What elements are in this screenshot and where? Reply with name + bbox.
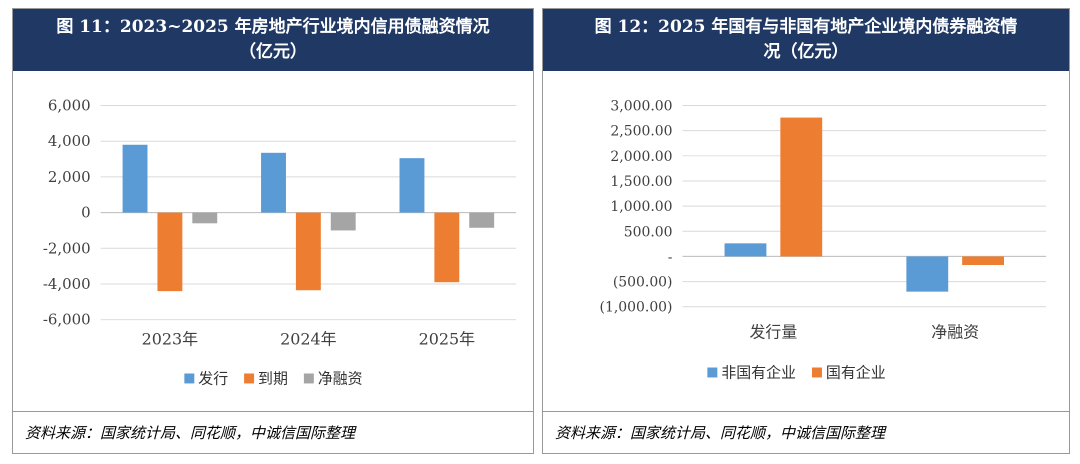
legend-label: 到期	[258, 369, 288, 387]
bar	[261, 152, 286, 213]
legend-label: 发行	[198, 369, 228, 387]
y-tick-label: 6,000	[48, 96, 91, 114]
y-tick-label: -	[668, 249, 673, 265]
y-tick-label: (1,000.00)	[600, 300, 673, 316]
x-category-label: 2024年	[280, 330, 337, 349]
legend-swatch	[303, 373, 314, 384]
y-tick-label: (500.00)	[613, 275, 673, 291]
legend-swatch	[184, 373, 195, 384]
x-category-label: 2023年	[142, 330, 199, 349]
y-tick-label: 4,000	[48, 132, 91, 150]
chart-panel-1: 图 11：2023~2025 年房地产行业境内信用债融资情况 （亿元） 6,00…	[12, 8, 534, 454]
legend-swatch	[811, 367, 822, 378]
chart-2-source: 资料来源：国家统计局、同花顺，中诚信国际整理	[543, 411, 1069, 453]
y-tick-label: 500.00	[624, 224, 673, 240]
bar	[724, 243, 767, 257]
bar	[962, 256, 1004, 265]
legend-label: 国有企业	[826, 363, 886, 381]
y-tick-label: 2,000	[48, 168, 91, 186]
y-tick-label: -2,000	[43, 239, 91, 257]
legend-swatch	[707, 367, 718, 378]
y-tick-label: 2,500.00	[610, 124, 672, 140]
chart-1-source: 资料来源：国家统计局、同花顺，中诚信国际整理	[13, 411, 533, 453]
chart-2-title-line2: 况（亿元）	[763, 42, 849, 62]
y-tick-label: 0	[81, 204, 91, 222]
chart-2-plot: 3,000.00 2,500.00 2,000.00 1,500.00 1,000.00…	[600, 98, 1047, 381]
bar	[330, 212, 356, 231]
chart-panel-2: 图 12：2025 年国有与非国有地产企业境内债券融资情 况（亿元） 3,000…	[542, 8, 1070, 454]
chart-1-title-line1: 图 11：2023~2025 年房地产行业境内信用债融资情况	[56, 17, 490, 37]
legend-label: 净融资	[318, 369, 363, 387]
bar	[780, 117, 823, 257]
y-tick-label: 1,500.00	[610, 174, 672, 190]
bar	[399, 158, 425, 213]
legend-swatch	[244, 373, 255, 384]
bar	[469, 212, 495, 228]
chart-1-title-line2: （亿元）	[239, 42, 307, 62]
chart-2-title: 图 12：2025 年国有与非国有地产企业境内债券融资情 况（亿元）	[543, 9, 1069, 71]
bar	[157, 212, 183, 292]
bar	[122, 144, 148, 213]
chart-1-plot: 6,000 4,000 2,000 0 -2,000 -4,000 -6,000 2023年 2…	[43, 96, 517, 387]
y-tick-label: 2,000.00	[610, 149, 672, 165]
y-tick-label: -6,000	[43, 311, 91, 329]
x-category-label: 净融资	[931, 323, 979, 342]
x-category-label: 2025年	[419, 330, 476, 349]
chart-2-title-line1: 图 12：2025 年国有与非国有地产企业境内债券融资情	[594, 17, 1018, 37]
y-tick-label: 1,000.00	[610, 199, 672, 215]
bar	[434, 212, 460, 283]
legend: 非国有企业 国有企业	[707, 363, 886, 381]
y-tick-label: -4,000	[43, 275, 91, 293]
legend-label: 非国有企业	[721, 363, 796, 381]
y-tick-label: 3,000.00	[610, 98, 672, 114]
bar	[906, 256, 949, 292]
legend: 发行 到期 净融资	[184, 369, 363, 387]
bar	[192, 212, 218, 224]
x-category-label: 发行量	[749, 323, 797, 342]
bar	[295, 212, 321, 291]
chart-1-title: 图 11：2023~2025 年房地产行业境内信用债融资情况 （亿元）	[13, 9, 533, 71]
